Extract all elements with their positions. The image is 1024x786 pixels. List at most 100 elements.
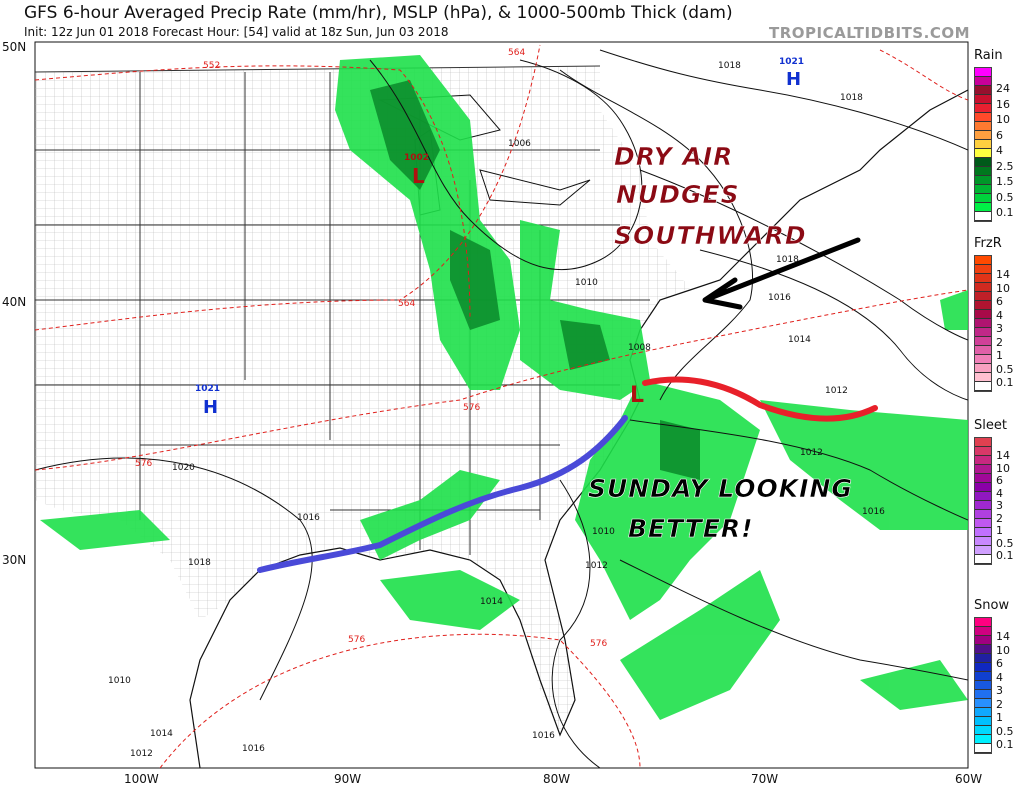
legend-swatch [975, 447, 991, 456]
legend-swatch [975, 465, 991, 474]
legend-snow: Snow 14 10 6 4 3 2 1 0.5 0.1 [972, 598, 1024, 754]
legend-swatch [975, 681, 991, 690]
legend-swatch [975, 474, 991, 483]
legend-swatch [975, 140, 991, 149]
legend-label: 14 [996, 449, 1010, 463]
dry-air-arrow [702, 237, 861, 310]
legend-swatch [975, 690, 991, 699]
legend-label: 0.5 [996, 362, 1014, 376]
legend-title: FrzR [974, 236, 1002, 251]
legend-label: 10 [996, 113, 1010, 127]
legend-swatches [974, 255, 992, 392]
svg-text:1021: 1021 [779, 57, 804, 67]
svg-text:1012: 1012 [800, 448, 823, 458]
legend-swatch [975, 86, 991, 95]
legend-label: 6 [996, 295, 1003, 309]
legend-swatch [975, 627, 991, 636]
svg-text:1014: 1014 [480, 597, 503, 607]
legend-swatch [975, 382, 991, 391]
map-subtitle: Init: 12z Jun 01 2018 Forecast Hour: [54… [24, 25, 449, 39]
legend-swatch [975, 77, 991, 86]
svg-text:H: H [786, 69, 801, 90]
svg-text:564: 564 [508, 48, 525, 58]
legend-swatch [975, 672, 991, 681]
legend-swatch [975, 735, 991, 744]
legend-swatch [975, 167, 991, 176]
warm-front [642, 376, 878, 422]
legend-label: 10 [996, 643, 1010, 657]
legend-swatch [975, 456, 991, 465]
legend-label: 16 [996, 97, 1010, 111]
legend-label: 1 [996, 524, 1003, 538]
svg-text:L: L [630, 383, 644, 408]
legend-label: 3 [996, 499, 1003, 513]
legend-swatch [975, 203, 991, 212]
svg-text:1016: 1016 [862, 507, 885, 517]
svg-text:576: 576 [463, 403, 480, 413]
legend-swatch [975, 355, 991, 364]
legend-swatch [975, 176, 991, 185]
lat-label-50n: 50N [2, 40, 26, 54]
lon-label-70w: 70W [751, 772, 778, 786]
cold-front [257, 415, 628, 573]
legend-swatch [975, 301, 991, 310]
svg-text:L: L [412, 164, 425, 188]
legend-label: 24 [996, 82, 1010, 96]
svg-text:1018: 1018 [840, 93, 863, 103]
legend-swatch [975, 319, 991, 328]
legend-swatch [975, 283, 991, 292]
svg-text:1012: 1012 [130, 749, 153, 759]
legend-swatch [975, 546, 991, 555]
legend-swatch [975, 346, 991, 355]
legend-label: 0.1 [996, 738, 1014, 751]
svg-text:1002: 1002 [404, 153, 429, 163]
svg-text:1016: 1016 [768, 293, 791, 303]
legend-swatch [975, 212, 991, 221]
legend-swatch [975, 68, 991, 77]
lon-label-90w: 90W [334, 772, 361, 786]
sunday-annotation: SUNDAY LOOKING BETTER! [588, 474, 853, 544]
legend-swatches [974, 437, 992, 565]
lat-label-30n: 30N [2, 553, 26, 567]
svg-text:576: 576 [348, 635, 365, 645]
legend-label: 1 [996, 711, 1003, 725]
legend-swatch [975, 113, 991, 122]
svg-text:1018: 1018 [718, 61, 741, 71]
legend-swatch [975, 510, 991, 519]
legend-swatch [975, 122, 991, 131]
legend-label: 14 [996, 268, 1010, 282]
legend-swatch [975, 699, 991, 708]
legend-swatch [975, 645, 991, 654]
svg-text:1010: 1010 [575, 278, 598, 288]
legend-swatch [975, 149, 991, 158]
svg-text:1014: 1014 [788, 335, 811, 345]
legend-label: 3 [996, 684, 1003, 698]
state-borders [35, 65, 650, 555]
legend-swatch [975, 328, 991, 337]
legend-swatch [975, 185, 991, 194]
legend-swatch [975, 95, 991, 104]
map-title: GFS 6-hour Averaged Precip Rate (mm/hr),… [24, 3, 733, 23]
legend-label: 2 [996, 511, 1003, 525]
legend-label: 0.5 [996, 536, 1014, 550]
dry-air-annotation: DRY AIR NUDGES SOUTHWARD [614, 142, 806, 251]
legend-swatch [975, 501, 991, 510]
isobar-labels: 1018 1018 1006 1010 1014 1016 1012 1012 … [108, 61, 885, 759]
legend-label: 4 [996, 486, 1003, 500]
svg-text:1008: 1008 [628, 343, 651, 353]
svg-text:576: 576 [590, 639, 607, 649]
low-center-carolina: 1008 L [628, 343, 651, 408]
brand-watermark: TROPICALTIDBITS.COM [769, 24, 970, 42]
legend-label: 6 [996, 474, 1003, 488]
legend-swatch [975, 337, 991, 346]
legend-swatch [975, 194, 991, 203]
legend-swatch [975, 256, 991, 265]
legend-swatch [975, 158, 991, 167]
svg-text:576: 576 [135, 459, 152, 469]
lon-label-80w: 80W [543, 772, 570, 786]
svg-text:1018: 1018 [776, 255, 799, 265]
legend-swatch [975, 537, 991, 546]
legend-swatch [975, 492, 991, 501]
legend-swatch [975, 636, 991, 645]
legend-label: 2.5 [996, 159, 1014, 173]
